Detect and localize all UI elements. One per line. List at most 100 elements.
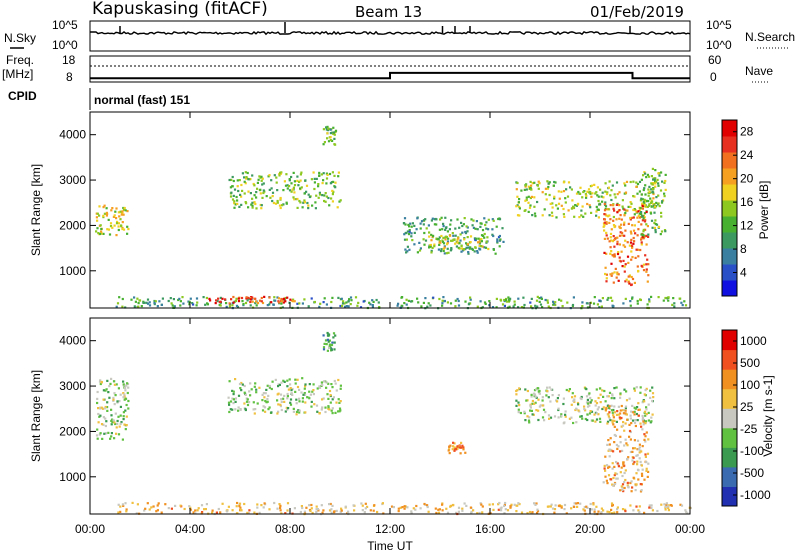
- power-echo-cell: [527, 195, 530, 198]
- power-echo-cell: [102, 216, 105, 219]
- velocity-echo-cell: [200, 504, 204, 507]
- power-colorbar-swatch: [722, 216, 737, 233]
- power-echo-cell: [234, 203, 237, 206]
- velocity-echo-cell: [607, 413, 610, 416]
- power-echo-cell: [417, 301, 420, 304]
- power-echo-cell: [606, 237, 609, 240]
- velocity-echo-cell: [601, 407, 604, 411]
- power-echo-cell: [642, 217, 645, 220]
- power-echo-cell: [331, 296, 334, 299]
- power-echo-cell: [332, 132, 335, 135]
- power-echo-cell: [337, 296, 340, 299]
- power-echo-cell: [604, 266, 607, 269]
- power-echo-cell: [606, 208, 609, 211]
- power-echo-cell: [637, 269, 640, 273]
- velocity-echo-cell: [448, 452, 451, 455]
- velocity-echo-cell: [320, 504, 323, 507]
- power-echo-cell: [254, 202, 257, 206]
- power-echo-cell: [405, 298, 408, 301]
- velocity-echo-cell: [549, 400, 552, 403]
- velocity-echo-cell: [119, 414, 122, 417]
- power-echo-cell: [413, 224, 416, 227]
- velocity-echo-cell: [277, 385, 280, 388]
- power-echo-cell: [623, 234, 626, 237]
- velocity-echo-cell: [353, 509, 356, 512]
- power-echo-cell: [653, 221, 656, 225]
- power-echo-cell: [605, 221, 608, 224]
- velocity-echo-cell: [476, 512, 479, 515]
- power-echo-cell: [307, 305, 310, 308]
- velocity-echo-cell: [240, 381, 243, 385]
- velocity-echo-cell: [643, 400, 646, 403]
- power-echo-cell: [326, 129, 329, 132]
- velocity-echo-cell: [304, 385, 307, 388]
- power-echo-cell: [664, 179, 667, 183]
- power-echo-cell: [454, 234, 457, 237]
- power-echo-cell: [671, 303, 674, 306]
- velocity-echo-cell: [322, 346, 326, 349]
- power-echo-cell: [140, 305, 143, 308]
- power-echo-cell: [117, 211, 120, 214]
- velocity-echo-cell: [261, 399, 264, 402]
- velocity-echo-cell: [113, 392, 116, 395]
- power-echo-cell: [332, 180, 335, 183]
- velocity-echo-cell: [113, 421, 116, 424]
- power-echo-cell: [332, 131, 335, 134]
- velocity-echo-cell: [328, 503, 331, 506]
- power-echo-cell: [611, 184, 614, 187]
- power-echo-cell: [625, 180, 629, 183]
- velocity-echo-cell: [196, 509, 199, 512]
- velocity-echo-cell: [278, 383, 281, 386]
- power-echo-cell: [457, 237, 460, 240]
- velocity-echo-cell: [329, 394, 332, 397]
- velocity-colorbar-tick-label: 1000: [740, 334, 767, 348]
- power-echo-cell: [329, 132, 332, 135]
- velocity-echo-cell: [122, 383, 125, 386]
- velocity-echo-cell: [503, 504, 506, 508]
- power-echo-cell: [609, 194, 612, 197]
- velocity-colorbar-swatch: [722, 330, 737, 351]
- velocity-echo-cell: [227, 505, 230, 508]
- power-echo-cell: [618, 191, 621, 194]
- velocity-echo-cell: [294, 390, 297, 393]
- power-echo-cell: [484, 223, 487, 227]
- power-echo-cell: [618, 234, 622, 237]
- velocity-echo-cell: [326, 338, 329, 341]
- power-echo-cell: [337, 171, 340, 174]
- power-echo-cell: [304, 179, 307, 182]
- power-echo-cell: [446, 240, 450, 243]
- velocity-echo-cell: [637, 402, 640, 405]
- power-echo-cell: [410, 232, 413, 235]
- power-echo-cell: [667, 296, 670, 299]
- power-echo-cell: [415, 228, 418, 231]
- velocity-echo-cell: [301, 377, 304, 380]
- power-echo-cell: [434, 217, 437, 221]
- power-echo-cell: [318, 305, 321, 308]
- velocity-echo-cell: [612, 416, 615, 419]
- power-echo-cell: [477, 237, 480, 240]
- power-echo-cell: [611, 254, 614, 257]
- velocity-echo-cell: [571, 392, 574, 395]
- power-echo-cell: [408, 248, 411, 251]
- power-echo-cell: [615, 276, 618, 279]
- velocity-echo-cell: [627, 486, 630, 489]
- velocity-echo-cell: [663, 503, 666, 506]
- velocity-echo-cell: [637, 408, 640, 411]
- power-echo-cell: [405, 238, 408, 241]
- power-echo-cell: [624, 184, 627, 187]
- velocity-echo-cell: [667, 506, 670, 509]
- velocity-echo-cell: [579, 502, 582, 505]
- velocity-echo-cell: [410, 510, 413, 513]
- velocity-echo-cell: [611, 512, 614, 515]
- power-echo-cell: [618, 243, 621, 246]
- velocity-echo-cell: [298, 397, 301, 400]
- power-echo-cell: [609, 296, 613, 299]
- power-echo-cell: [624, 297, 627, 300]
- power-echo-cell: [582, 190, 585, 194]
- velocity-echo-cell: [268, 384, 271, 388]
- velocity-echo-cell: [286, 392, 289, 396]
- velocity-echo-cell: [608, 443, 611, 446]
- power-echo-cell: [331, 189, 334, 192]
- power-echo-cell: [639, 199, 642, 202]
